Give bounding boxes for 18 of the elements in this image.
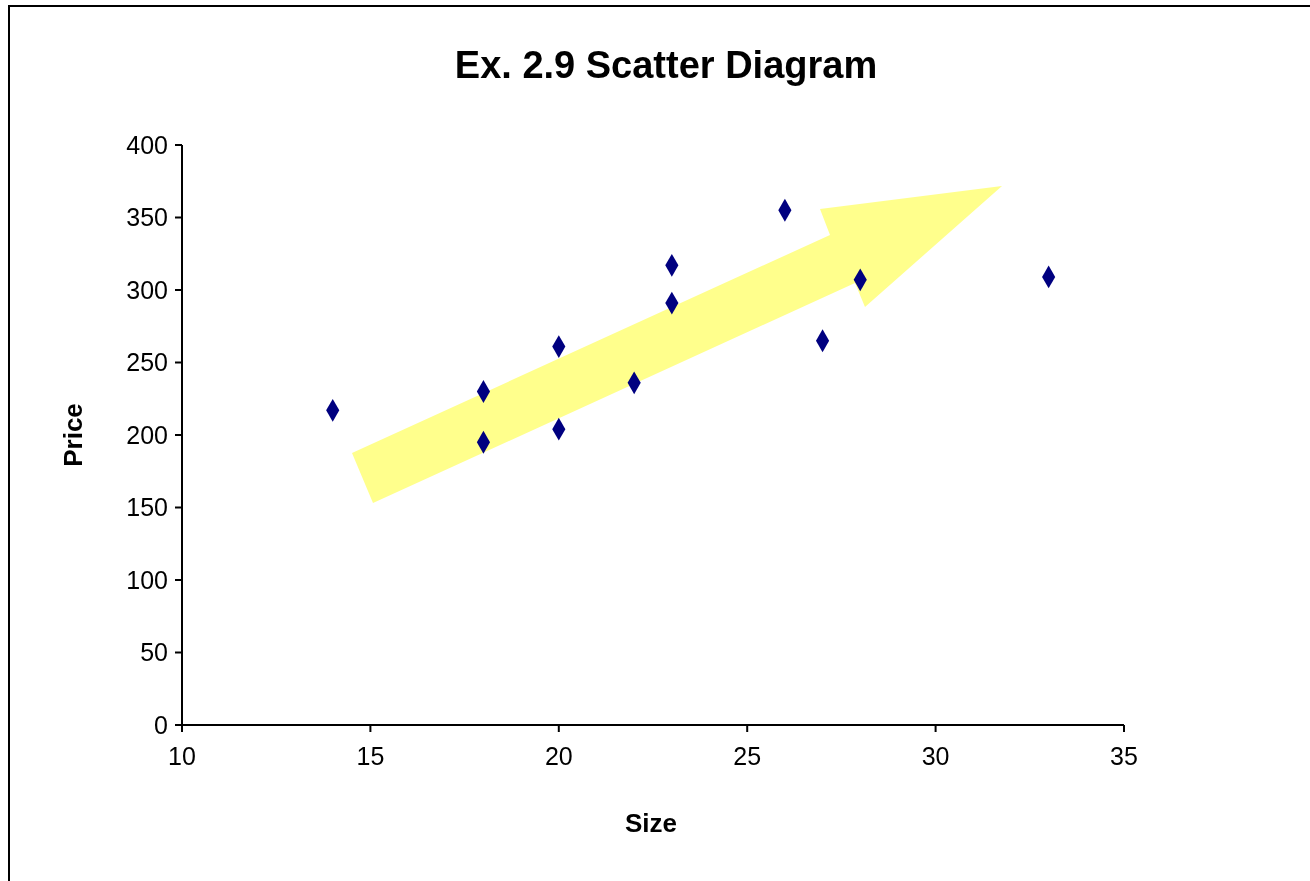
x-tick-label: 25	[733, 742, 762, 770]
x-tick-label: 30	[921, 742, 950, 770]
x-tick-label: 15	[356, 742, 385, 770]
y-tick-label: 200	[126, 420, 168, 449]
chart-title: Ex. 2.9 Scatter Diagram	[454, 44, 878, 86]
y-tick-label: 300	[126, 275, 168, 304]
y-tick-label: 50	[140, 638, 168, 667]
y-tick-label: 0	[154, 710, 168, 739]
x-tick-label: 20	[544, 742, 573, 770]
y-tick-label: 150	[126, 493, 168, 522]
y-tick-label: 400	[126, 130, 168, 159]
y-tick-label: 350	[126, 203, 168, 232]
y-tick-label: 250	[126, 348, 168, 377]
y-tick-label: 100	[126, 565, 168, 594]
y-axis-title: Price	[58, 403, 88, 467]
x-tick-label: 35	[1110, 742, 1138, 770]
x-tick-label: 10	[168, 742, 196, 770]
x-axis-title: Size	[624, 808, 678, 838]
